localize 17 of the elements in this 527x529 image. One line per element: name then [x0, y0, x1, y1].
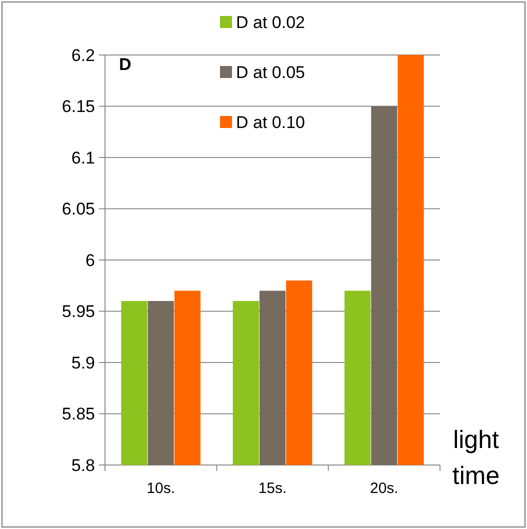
y-tick-label: 5.9 [71, 353, 95, 372]
x-tick-label: 20s. [370, 480, 398, 497]
y-tick-label: 5.95 [62, 302, 95, 322]
x-axis-title: light time [452, 426, 500, 490]
legend-label: D at 0.05 [236, 62, 305, 82]
y-tick-label: 6.2 [71, 46, 95, 65]
y-tick-label: 5.85 [62, 404, 95, 424]
y-tick-label: 6 [86, 250, 95, 270]
legend-label: D at 0.02 [236, 12, 305, 32]
x-tick-label: 15s. [258, 480, 287, 497]
y-tick-label: 5.8 [71, 456, 95, 475]
legend-label: D at 0.10 [236, 112, 305, 132]
chart-title: D [119, 55, 132, 74]
y-tick-label: 6.1 [71, 148, 95, 168]
y-tick-label: 6.15 [62, 97, 95, 116]
y-tick-label: 6.05 [62, 200, 95, 219]
x-tick-label: 10s. [146, 480, 176, 497]
